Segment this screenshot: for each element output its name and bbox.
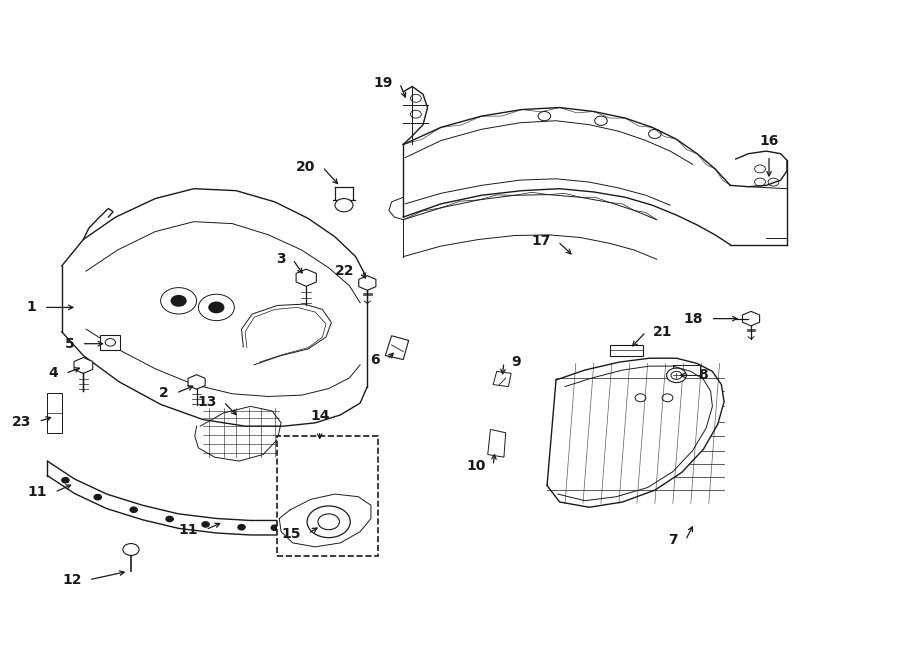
Circle shape — [271, 525, 278, 530]
Text: 11: 11 — [179, 523, 198, 537]
Text: 2: 2 — [159, 386, 168, 400]
Text: 8: 8 — [698, 368, 707, 382]
Circle shape — [335, 198, 353, 212]
Circle shape — [754, 178, 765, 186]
Circle shape — [328, 521, 335, 526]
Polygon shape — [359, 276, 376, 290]
Polygon shape — [188, 375, 205, 389]
Text: 16: 16 — [760, 134, 778, 148]
Circle shape — [123, 543, 140, 555]
Circle shape — [352, 515, 359, 520]
Polygon shape — [493, 371, 511, 387]
Text: 20: 20 — [296, 160, 315, 174]
Text: 10: 10 — [466, 459, 486, 473]
Circle shape — [130, 507, 138, 512]
Circle shape — [208, 301, 224, 313]
Circle shape — [538, 112, 551, 121]
Circle shape — [198, 294, 234, 321]
Text: 18: 18 — [684, 311, 704, 326]
Polygon shape — [296, 269, 316, 286]
Text: 23: 23 — [12, 414, 32, 428]
Circle shape — [318, 514, 339, 529]
Circle shape — [166, 516, 173, 522]
Text: 22: 22 — [335, 264, 355, 278]
Circle shape — [410, 95, 421, 102]
Circle shape — [667, 368, 687, 383]
Text: 7: 7 — [669, 533, 679, 547]
Circle shape — [754, 165, 765, 173]
Circle shape — [170, 295, 186, 307]
Circle shape — [301, 524, 308, 529]
Circle shape — [768, 178, 778, 186]
Polygon shape — [385, 336, 409, 360]
Circle shape — [94, 494, 102, 500]
Text: 9: 9 — [511, 355, 521, 369]
Text: 3: 3 — [276, 253, 285, 266]
Circle shape — [307, 506, 350, 537]
Text: 15: 15 — [282, 527, 301, 541]
Circle shape — [595, 116, 608, 126]
Text: 13: 13 — [197, 395, 216, 408]
Circle shape — [635, 394, 646, 402]
Circle shape — [202, 522, 209, 527]
Text: 6: 6 — [370, 352, 380, 366]
Text: 4: 4 — [49, 366, 58, 380]
Text: 11: 11 — [28, 485, 48, 499]
Polygon shape — [74, 358, 93, 373]
Text: 1: 1 — [27, 300, 37, 315]
Polygon shape — [48, 393, 62, 433]
Circle shape — [160, 288, 196, 314]
Polygon shape — [488, 430, 506, 457]
Circle shape — [662, 394, 673, 402]
Circle shape — [649, 130, 662, 139]
Circle shape — [671, 371, 682, 379]
Text: 19: 19 — [374, 76, 392, 90]
Text: 12: 12 — [62, 573, 82, 587]
Text: 17: 17 — [531, 235, 551, 249]
Text: 21: 21 — [653, 325, 672, 339]
Text: 14: 14 — [310, 409, 329, 423]
Circle shape — [105, 338, 115, 346]
Circle shape — [62, 478, 69, 483]
Polygon shape — [742, 311, 760, 326]
Text: 5: 5 — [65, 336, 75, 351]
Bar — [101, 335, 121, 350]
Circle shape — [410, 110, 421, 118]
Bar — [277, 436, 378, 556]
Circle shape — [238, 525, 245, 530]
Polygon shape — [610, 345, 644, 356]
